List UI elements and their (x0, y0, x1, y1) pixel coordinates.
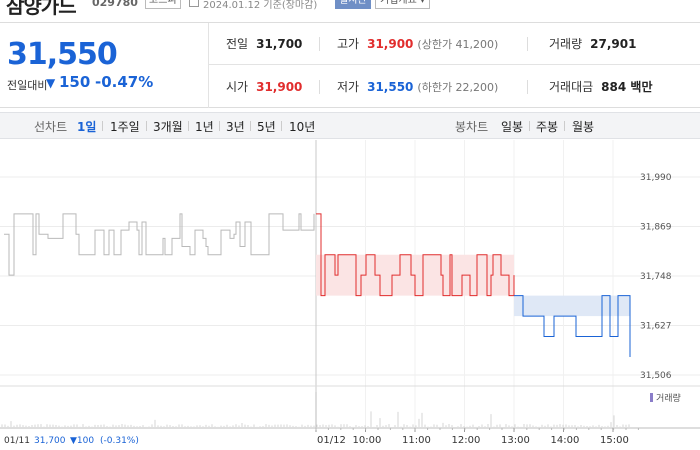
stat-row-top: 전일 31,700 고가 31,900 (상한가 41,200) 거래량 27,901 (209, 23, 700, 65)
y-tick-label: 31,627 (640, 322, 672, 332)
volume-legend-swatch (650, 393, 653, 402)
today-up-line (316, 213, 515, 297)
lower-limit: (하한가 22,200) (417, 81, 499, 94)
down-arrow-icon: ▼ (46, 76, 56, 90)
prev-day-date: 01/11 (4, 436, 30, 446)
tab-1year[interactable]: 1년 (195, 120, 214, 134)
open-value: 31,900 (256, 80, 303, 94)
divider (319, 80, 320, 94)
low-cell: 저가 31,550 (하한가 22,200) (337, 66, 498, 108)
volume-cell: 거래량 27,901 (549, 23, 636, 65)
stat-row-bottom: 시가 31,900 저가 31,550 (하한가 22,200) 거래대금 884 백만 (209, 66, 700, 108)
y-tick-label: 31,990 (640, 173, 672, 183)
divider (319, 37, 320, 51)
tab-1day[interactable]: 1일 (77, 120, 97, 134)
current-price: 31,550 (7, 37, 118, 72)
x-tick-label: 10:00 (353, 435, 382, 446)
prev-day-rate: (-0.31%) (100, 436, 139, 446)
realtime-button[interactable]: 실시간 (335, 0, 371, 9)
previous-day-line (4, 213, 315, 276)
prev-day-close: 31,700 (34, 436, 66, 446)
tab-weekly-candle[interactable]: 주봉 (536, 120, 559, 134)
low-value: 31,550 (367, 80, 414, 94)
change-label: 전일대비 (7, 79, 48, 92)
today-down-line (514, 295, 631, 357)
divider (219, 121, 220, 131)
x-tick-label: 13:00 (501, 435, 530, 446)
market-badge: 코스피 (145, 0, 181, 9)
stock-code: 029780 (92, 0, 138, 9)
x-tick-label: 14:00 (551, 435, 580, 446)
divider (529, 121, 530, 131)
tab-1week[interactable]: 1주일 (110, 120, 140, 134)
down-area-fill (514, 295, 630, 317)
tab-3year[interactable]: 3년 (226, 120, 245, 134)
divider (146, 121, 147, 131)
x-axis: 01/12 10:00 11:00 12:00 13:00 14:00 15:00 (0, 427, 700, 446)
tab-3month[interactable]: 3개월 (153, 120, 183, 134)
x-tick-label: 15:00 (600, 435, 629, 446)
divider (281, 121, 282, 131)
intraday-price-chart[interactable]: 31,990 31,869 31,748 31,627 31,506 거래량 01/12… (0, 140, 700, 450)
volume-panel: 거래량 (0, 385, 700, 427)
baseline-fills (316, 254, 630, 317)
x-tick-label: 12:00 (452, 435, 481, 446)
y-tick-label: 31,748 (640, 272, 672, 282)
divider (102, 121, 103, 131)
open-label: 시가 (226, 80, 249, 94)
amount-value: 884 백만 (601, 80, 653, 94)
low-label: 저가 (337, 80, 360, 94)
y-tick-label: 31,869 (640, 223, 672, 233)
tab-10year[interactable]: 10년 (289, 120, 316, 134)
change-value: 150 (59, 73, 91, 91)
x-tick-label: 11:00 (402, 435, 431, 446)
prev-close-value: 31,700 (256, 37, 303, 51)
stock-name: 삼양가드 (6, 0, 77, 18)
volume-value: 27,901 (590, 37, 637, 51)
divider (527, 37, 528, 51)
high-value: 31,900 (367, 37, 414, 51)
tab-5year[interactable]: 5년 (257, 120, 276, 134)
volume-label: 거래량 (549, 37, 583, 51)
current-price-panel: 31,550 전일대비 ▼ 150 -0.47% (0, 23, 209, 108)
y-axis: 31,990 31,869 31,748 31,627 31,506 (640, 173, 672, 381)
divider (250, 121, 251, 131)
company-overview-button[interactable]: 기업개요 ▾ (375, 0, 430, 9)
volume-legend-label: 거래량 (656, 392, 681, 404)
tab-monthly-candle[interactable]: 월봉 (572, 120, 595, 134)
prev-day-change: ▼100 (70, 436, 94, 446)
x-tick-label: 01/12 (317, 435, 346, 446)
open-cell: 시가 31,900 (226, 66, 302, 108)
line-chart-label: 선차트 (34, 120, 68, 134)
amount-label: 거래대금 (549, 80, 594, 94)
prev-close-cell: 전일 31,700 (226, 23, 302, 65)
chart-period-tabs: 선차트 1일 1주일 3개월 1년 3년 5년 10년 봉차트 일봉 주봉 월봉 (0, 112, 700, 139)
divider (527, 80, 528, 94)
tab-daily-candle[interactable]: 일봉 (501, 120, 524, 134)
y-tick-label: 31,506 (640, 371, 672, 381)
price-summary: 31,550 전일대비 ▼ 150 -0.47% 전일 31,700 고가 31,9… (0, 22, 700, 108)
divider (188, 121, 189, 131)
high-label: 고가 (337, 37, 360, 51)
divider (564, 121, 565, 131)
amount-cell: 거래대금 884 백만 (549, 66, 652, 108)
upper-limit: (상한가 41,200) (417, 38, 499, 51)
stock-header: 삼양가드 029780 코스피 2024.01.12 기준(장마감) 실시간 기… (0, 0, 700, 18)
reference-date: 2024.01.12 기준(장마감) (203, 0, 318, 11)
candle-chart-label: 봉차트 (455, 120, 489, 134)
high-cell: 고가 31,900 (상한가 41,200) (337, 23, 498, 65)
change-rate: -0.47% (95, 73, 154, 91)
previous-day-info: 01/11 31,700 ▼100 (-0.31%) (4, 436, 139, 446)
prev-close-label: 전일 (226, 37, 249, 51)
calendar-icon (189, 0, 199, 7)
price-lines (4, 213, 631, 357)
